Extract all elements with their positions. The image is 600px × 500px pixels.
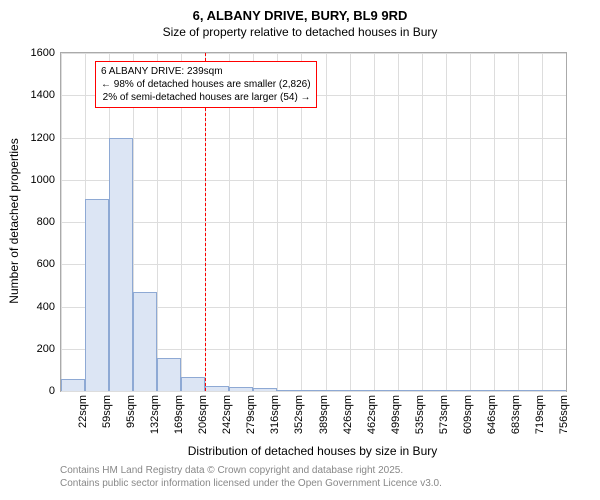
footer-line-2: Contains public sector information licen… xyxy=(60,477,442,490)
histogram-bar xyxy=(157,358,181,391)
x-tick-label: 352sqm xyxy=(293,395,305,434)
x-tick-label: 22sqm xyxy=(77,395,89,428)
grid-line-v xyxy=(446,53,447,391)
x-tick-label: 242sqm xyxy=(221,395,233,434)
histogram-bar xyxy=(205,386,229,391)
histogram-bar xyxy=(350,390,374,391)
chart-footer: Contains HM Land Registry data © Crown c… xyxy=(60,464,442,490)
grid-line-v xyxy=(350,53,351,391)
x-tick-label: 426sqm xyxy=(342,395,354,434)
x-tick-label: 316sqm xyxy=(269,395,281,434)
grid-line-h xyxy=(61,138,566,139)
y-tick-label: 800 xyxy=(37,216,55,228)
footer-line-1: Contains HM Land Registry data © Crown c… xyxy=(60,464,442,477)
grid-line-h xyxy=(61,180,566,181)
histogram-bar xyxy=(181,377,205,391)
x-tick-label: 95sqm xyxy=(125,395,137,428)
x-axis-label: Distribution of detached houses by size … xyxy=(188,444,437,458)
chart-container: 6, ALBANY DRIVE, BURY, BL9 9RD Size of p… xyxy=(0,0,600,500)
y-tick-label: 1600 xyxy=(31,47,55,59)
histogram-bar xyxy=(61,379,85,391)
histogram-bar xyxy=(253,388,277,391)
histogram-bar xyxy=(518,390,542,391)
grid-line-v xyxy=(494,53,495,391)
plot-area: 0200400600800100012001400160022sqm59sqm9… xyxy=(60,52,567,392)
x-tick-label: 683sqm xyxy=(510,395,522,434)
grid-line-v xyxy=(398,53,399,391)
y-tick-label: 400 xyxy=(37,301,55,313)
y-axis-label: Number of detached properties xyxy=(7,138,21,303)
y-tick-label: 1000 xyxy=(31,174,55,186)
x-tick-label: 462sqm xyxy=(366,395,378,434)
x-tick-label: 646sqm xyxy=(486,395,498,434)
chart-title-sub: Size of property relative to detached ho… xyxy=(0,23,600,39)
x-tick-label: 499sqm xyxy=(390,395,402,434)
histogram-bar xyxy=(301,390,325,391)
x-tick-label: 719sqm xyxy=(534,395,546,434)
grid-line-v xyxy=(470,53,471,391)
histogram-bar xyxy=(326,390,350,391)
x-tick-label: 535sqm xyxy=(414,395,426,434)
histogram-bar xyxy=(422,390,446,391)
x-tick-label: 206sqm xyxy=(197,395,209,434)
histogram-bar xyxy=(85,199,109,391)
x-tick-label: 169sqm xyxy=(173,395,185,434)
histogram-bar xyxy=(470,390,494,391)
annotation-line: ← 98% of detached houses are smaller (2,… xyxy=(101,78,311,91)
histogram-bar xyxy=(398,390,422,391)
chart-title-main: 6, ALBANY DRIVE, BURY, BL9 9RD xyxy=(0,0,600,23)
histogram-bar xyxy=(494,390,518,391)
grid-line-v xyxy=(422,53,423,391)
histogram-bar xyxy=(542,390,566,391)
y-tick-label: 1200 xyxy=(31,132,55,144)
x-tick-label: 573sqm xyxy=(438,395,450,434)
histogram-bar xyxy=(133,292,157,391)
grid-line-v xyxy=(326,53,327,391)
annotation-box: 6 ALBANY DRIVE: 239sqm← 98% of detached … xyxy=(95,61,317,108)
grid-line-h xyxy=(61,53,566,54)
x-tick-label: 609sqm xyxy=(462,395,474,434)
grid-line-v xyxy=(518,53,519,391)
grid-line-v xyxy=(542,53,543,391)
y-tick-label: 600 xyxy=(37,258,55,270)
grid-line-v xyxy=(61,53,62,391)
grid-line-v xyxy=(374,53,375,391)
x-tick-label: 279sqm xyxy=(245,395,257,434)
histogram-bar xyxy=(277,390,301,391)
x-tick-label: 59sqm xyxy=(101,395,113,428)
grid-line-h xyxy=(61,222,566,223)
histogram-bar xyxy=(109,138,133,392)
annotation-line: 6 ALBANY DRIVE: 239sqm xyxy=(101,65,311,78)
x-tick-label: 132sqm xyxy=(149,395,161,434)
histogram-bar xyxy=(229,387,253,391)
grid-line-h xyxy=(61,264,566,265)
histogram-bar xyxy=(446,390,470,391)
y-tick-label: 200 xyxy=(37,343,55,355)
grid-line-h xyxy=(61,391,566,392)
annotation-line: 2% of semi-detached houses are larger (5… xyxy=(101,91,311,104)
x-tick-label: 389sqm xyxy=(318,395,330,434)
x-tick-label: 756sqm xyxy=(558,395,570,434)
y-tick-label: 1400 xyxy=(31,89,55,101)
y-tick-label: 0 xyxy=(49,385,55,397)
histogram-bar xyxy=(374,390,398,391)
